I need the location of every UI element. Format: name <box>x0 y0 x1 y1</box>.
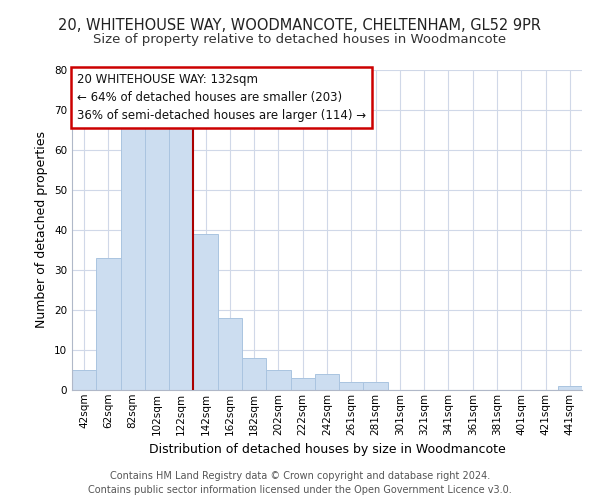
Bar <box>242 358 266 390</box>
Bar <box>266 370 290 390</box>
Text: Size of property relative to detached houses in Woodmancote: Size of property relative to detached ho… <box>94 32 506 46</box>
Bar <box>364 382 388 390</box>
Bar <box>169 126 193 390</box>
Text: Contains HM Land Registry data © Crown copyright and database right 2024.
Contai: Contains HM Land Registry data © Crown c… <box>88 471 512 495</box>
Text: 20, WHITEHOUSE WAY, WOODMANCOTE, CHELTENHAM, GL52 9PR: 20, WHITEHOUSE WAY, WOODMANCOTE, CHELTEN… <box>59 18 542 32</box>
Text: 20 WHITEHOUSE WAY: 132sqm
← 64% of detached houses are smaller (203)
36% of semi: 20 WHITEHOUSE WAY: 132sqm ← 64% of detac… <box>77 73 366 122</box>
Bar <box>72 370 96 390</box>
Bar <box>121 126 145 390</box>
Bar <box>96 258 121 390</box>
Bar <box>290 378 315 390</box>
Bar <box>339 382 364 390</box>
Bar <box>145 126 169 390</box>
Bar <box>315 374 339 390</box>
Bar <box>193 234 218 390</box>
Bar <box>558 386 582 390</box>
Bar <box>218 318 242 390</box>
Y-axis label: Number of detached properties: Number of detached properties <box>35 132 49 328</box>
X-axis label: Distribution of detached houses by size in Woodmancote: Distribution of detached houses by size … <box>149 443 505 456</box>
